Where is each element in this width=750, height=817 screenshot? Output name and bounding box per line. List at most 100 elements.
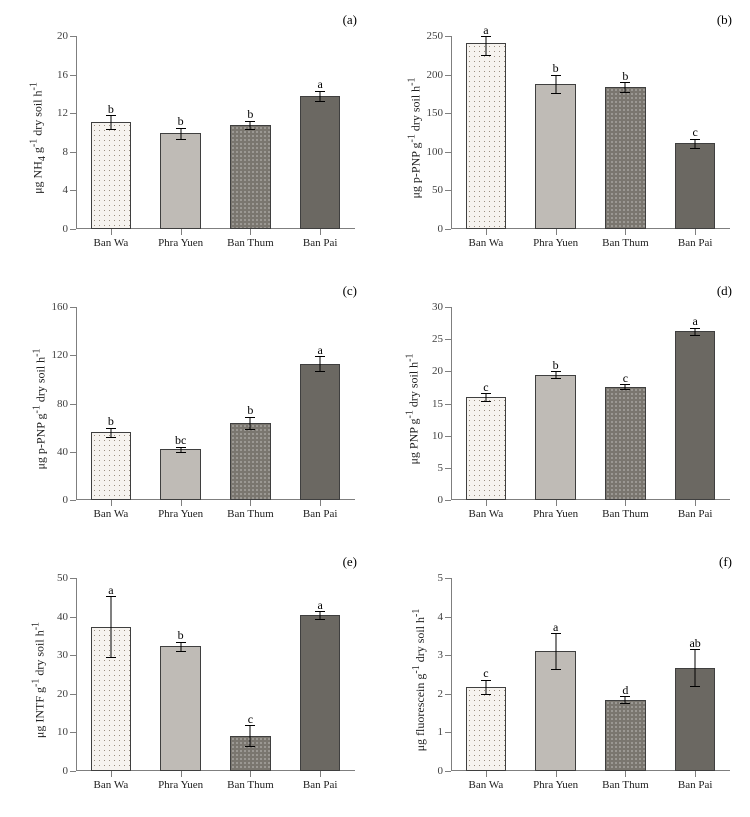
- bar-group: b: [230, 36, 270, 229]
- significance-letter: a: [692, 314, 697, 329]
- y-tick: [445, 36, 451, 37]
- y-tick: [445, 617, 451, 618]
- error-cap-bottom: [315, 101, 325, 102]
- significance-letter: a: [317, 598, 322, 613]
- y-axis-label: μg INTF g-1 dry soil h-1: [31, 621, 48, 737]
- error-cap-bottom: [176, 139, 186, 140]
- y-tick-label: 5: [438, 462, 444, 474]
- bar: [300, 364, 340, 500]
- error-cap-bottom: [176, 651, 186, 652]
- error-bar: [485, 680, 486, 694]
- y-tick-label: 120: [52, 349, 69, 361]
- y-tick: [70, 732, 76, 733]
- bar-group: c: [675, 36, 715, 229]
- x-tick-label: Phra Yuen: [533, 237, 578, 249]
- error-cap-bottom: [620, 92, 630, 93]
- y-tick-label: 150: [427, 107, 444, 119]
- error-bar: [320, 356, 321, 370]
- y-tick-label: 160: [52, 301, 69, 313]
- y-tick: [70, 113, 76, 114]
- bar: [675, 143, 715, 229]
- significance-letter: a: [317, 77, 322, 92]
- bar: [605, 87, 645, 229]
- y-axis: [76, 578, 77, 771]
- x-tick-label: Ban Wa: [94, 237, 129, 249]
- x-tick-label: Ban Pai: [678, 237, 713, 249]
- x-tick: [556, 229, 557, 235]
- error-cap-bottom: [690, 686, 700, 687]
- error-cap-bottom: [481, 55, 491, 56]
- x-tick: [625, 771, 626, 777]
- y-tick: [445, 694, 451, 695]
- x-tick: [486, 229, 487, 235]
- error-cap-bottom: [315, 619, 325, 620]
- x-tick: [181, 771, 182, 777]
- panel-e: (e)μg INTF g-1 dry soil h-101020304050Ba…: [10, 552, 365, 807]
- x-tick-label: Ban Thum: [227, 779, 274, 791]
- y-tick: [70, 500, 76, 501]
- y-tick: [70, 229, 76, 230]
- y-tick-label: 25: [432, 333, 443, 345]
- error-cap-bottom: [690, 148, 700, 149]
- bar-group: a: [300, 307, 340, 500]
- panel-b: (b)μg p-PNP g-1 dry soil h-1050100150200…: [385, 10, 740, 265]
- y-tick-label: 40: [57, 611, 68, 623]
- error-bar: [485, 36, 486, 55]
- error-cap-bottom: [551, 93, 561, 94]
- y-tick: [70, 578, 76, 579]
- y-tick: [445, 404, 451, 405]
- y-tick-label: 15: [432, 398, 443, 410]
- bar-group: b: [535, 307, 575, 500]
- significance-letter: b: [178, 114, 184, 129]
- significance-letter: c: [623, 371, 628, 386]
- x-tick-label: Ban Pai: [678, 508, 713, 520]
- y-tick-label: 0: [63, 765, 69, 777]
- panel-d: (d)μg PNP g-1 dry soil h-1051015202530Ba…: [385, 281, 740, 536]
- y-tick: [445, 578, 451, 579]
- bar: [466, 687, 506, 771]
- significance-letter: b: [553, 61, 559, 76]
- panel-label: (a): [343, 12, 357, 28]
- y-axis: [76, 307, 77, 500]
- bar-group: c: [605, 307, 645, 500]
- error-cap-bottom: [106, 437, 116, 438]
- bar: [466, 43, 506, 229]
- y-tick: [70, 355, 76, 356]
- y-tick-label: 20: [57, 688, 68, 700]
- x-tick: [181, 229, 182, 235]
- bar: [535, 375, 575, 500]
- x-tick-label: Phra Yuen: [533, 779, 578, 791]
- y-tick: [70, 452, 76, 453]
- y-tick: [70, 771, 76, 772]
- x-tick: [556, 500, 557, 506]
- y-axis-label: μg p-PNP g-1 dry soil h-1: [407, 77, 424, 198]
- y-tick-label: 200: [427, 69, 444, 81]
- x-tick: [111, 229, 112, 235]
- error-cap-bottom: [245, 746, 255, 747]
- y-tick-label: 0: [63, 223, 69, 235]
- y-tick: [445, 468, 451, 469]
- plot-area: 01020304050Ban WaaPhra YuenbBan ThumcBan…: [76, 578, 355, 771]
- error-cap-bottom: [620, 389, 630, 390]
- x-tick: [695, 500, 696, 506]
- y-tick-label: 4: [63, 184, 69, 196]
- significance-letter: bc: [175, 433, 186, 448]
- bar-group: a: [675, 307, 715, 500]
- y-tick: [445, 771, 451, 772]
- bar-group: ab: [675, 578, 715, 771]
- y-tick-label: 30: [432, 301, 443, 313]
- y-axis-label: μg NH4 g-1 dry soil h-1: [29, 82, 48, 194]
- error-cap-bottom: [106, 657, 116, 658]
- error-bar: [250, 417, 251, 429]
- y-tick-label: 250: [427, 30, 444, 42]
- significance-letter: b: [178, 628, 184, 643]
- y-axis: [451, 578, 452, 771]
- bar-group: b: [230, 307, 270, 500]
- figure: (a)μg NH4 g-1 dry soil h-1048121620Ban W…: [0, 0, 750, 817]
- bar-group: bc: [160, 307, 200, 500]
- x-tick-label: Ban Thum: [602, 237, 649, 249]
- error-cap-bottom: [481, 694, 491, 695]
- x-tick: [250, 771, 251, 777]
- y-tick: [70, 190, 76, 191]
- error-bar: [110, 115, 111, 129]
